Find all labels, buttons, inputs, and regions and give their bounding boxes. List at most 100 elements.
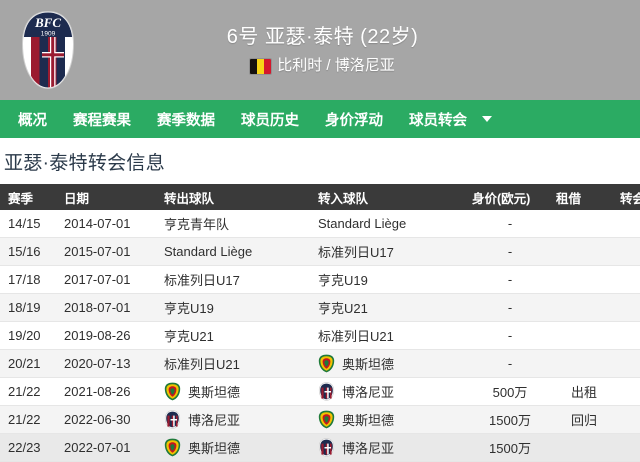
- oostende-crest-icon: [318, 410, 335, 429]
- cell-date: 2019-08-26: [60, 321, 160, 350]
- cell-to-club: 标准列日U21: [314, 321, 468, 350]
- club-name-label: 博洛尼亚: [188, 413, 241, 428]
- page-title: 6号 亚瑟·泰特 (22岁): [226, 25, 419, 48]
- cell-from-club: 奥斯坦德: [160, 377, 314, 406]
- cell-market-value: -: [468, 293, 552, 322]
- cell-to-club: 博洛尼亚: [314, 377, 468, 406]
- cell-loan: [552, 349, 616, 378]
- cell-market-value: -: [468, 265, 552, 294]
- cell-market-value: 1500万: [468, 405, 552, 434]
- cell-loan: 回归: [552, 405, 616, 434]
- column-header-market-value: 身价(欧元): [468, 184, 552, 210]
- player-nationality-club: 比利时 / 博洛尼亚: [95, 57, 550, 76]
- column-header-transfer-fee: 转会费(欧元): [616, 184, 640, 210]
- cell-season: 15/16: [0, 237, 60, 266]
- cell-loan: [552, 210, 616, 238]
- belgium-flag-icon: [250, 58, 272, 74]
- oostende-crest-icon: [164, 438, 181, 457]
- cell-to-club: 奥斯坦德: [314, 405, 468, 434]
- cell-season: 17/18: [0, 265, 60, 294]
- cell-to-club: 亨克U21: [314, 293, 468, 322]
- player-identity: 6号 亚瑟·泰特 (22岁) 比利时 / 博洛尼亚: [95, 25, 640, 76]
- cell-loan: [552, 237, 616, 266]
- cell-from-club: 标准列日U17: [160, 265, 314, 294]
- cell-market-value: 1500万: [468, 433, 552, 462]
- cell-market-value: -: [468, 321, 552, 350]
- cell-transfer-fee: -: [616, 237, 640, 266]
- cell-market-value: -: [468, 210, 552, 238]
- club-name-label: 奥斯坦德: [188, 441, 241, 456]
- cell-market-value: -: [468, 237, 552, 266]
- cell-season: 14/15: [0, 210, 60, 238]
- cell-season: 21/22: [0, 405, 60, 434]
- sidebar-item-overview[interactable]: 概况: [18, 112, 47, 129]
- column-header-loan: 租借: [552, 184, 616, 210]
- club-name-label: 博洛尼亚: [342, 441, 395, 456]
- cell-season: 19/20: [0, 321, 60, 350]
- column-header-to-club: 转入球队: [314, 184, 468, 210]
- cell-date: 2017-07-01: [60, 265, 160, 294]
- cell-date: 2018-07-01: [60, 293, 160, 322]
- cell-to-club: 奥斯坦德: [314, 349, 468, 378]
- cell-transfer-fee: 自由转会: [616, 321, 640, 350]
- chevron-down-icon[interactable]: [482, 116, 492, 122]
- cell-to-club: 标准列日U17: [314, 237, 468, 266]
- tab-season-stats[interactable]: 赛季数据: [157, 112, 215, 129]
- club-crest-wrapper: BFC 1909: [0, 0, 95, 100]
- cell-from-club: 亨克U19: [160, 293, 314, 322]
- svg-text:1909: 1909: [40, 31, 55, 38]
- tab-market-value[interactable]: 身价浮动: [325, 112, 383, 129]
- tab-fixtures-results[interactable]: 赛程赛果: [73, 112, 131, 129]
- cell-season: 21/22: [0, 377, 60, 406]
- cell-loan: [552, 321, 616, 350]
- transfers-table-head: 赛季 日期 转出球队 转入球队 身价(欧元) 租借 转会费(欧元): [0, 184, 640, 210]
- cell-to-club: 博洛尼亚: [314, 433, 468, 462]
- cell-from-club: 标准列日U21: [160, 349, 314, 378]
- bologna-fc-crest-icon: BFC 1909: [20, 11, 76, 89]
- cell-loan: 出租: [552, 377, 616, 406]
- cell-season: 20/21: [0, 349, 60, 378]
- cell-transfer-fee: 自由转会: [616, 210, 640, 238]
- primary-nav: 概况 赛程赛果 赛季数据 球员历史 身价浮动 球员转会: [0, 100, 640, 138]
- cell-transfer-fee: -: [616, 405, 640, 434]
- club-name-label: 奥斯坦德: [342, 357, 395, 372]
- bologna-crest-icon: [318, 438, 335, 457]
- cell-from-club: Standard Liège: [160, 237, 314, 266]
- cell-from-club: 亨克青年队: [160, 210, 314, 238]
- cell-from-club: 博洛尼亚: [160, 405, 314, 434]
- club-name-label: 博洛尼亚: [342, 385, 395, 400]
- cell-transfer-fee: 600万: [616, 433, 640, 462]
- cell-season: 22/23: [0, 433, 60, 462]
- cell-transfer-fee: -: [616, 293, 640, 322]
- cell-date: 2020-07-13: [60, 349, 160, 378]
- cell-market-value: 500万: [468, 377, 552, 406]
- table-header-row: 赛季 日期 转出球队 转入球队 身价(欧元) 租借 转会费(欧元): [0, 184, 640, 210]
- cell-date: 2022-06-30: [60, 405, 160, 434]
- tab-player-history[interactable]: 球员历史: [241, 112, 299, 129]
- cell-transfer-fee: 自由转会: [616, 349, 640, 378]
- nationality-club-label: 比利时 / 博洛尼亚: [277, 56, 395, 74]
- transfers-table: 赛季 日期 转出球队 转入球队 身价(欧元) 租借 转会费(欧元) 14/152…: [0, 184, 640, 462]
- cell-date: 2015-07-01: [60, 237, 160, 266]
- oostende-crest-icon: [164, 382, 181, 401]
- cell-transfer-fee: -: [616, 377, 640, 406]
- cell-to-club: Standard Liège: [314, 210, 468, 238]
- section-title: 亚瑟·泰特转会信息: [4, 153, 166, 174]
- tab-transfers[interactable]: 球员转会: [409, 112, 467, 129]
- column-header-season: 赛季: [0, 184, 60, 210]
- cell-loan: [552, 433, 616, 462]
- cell-season: 18/19: [0, 293, 60, 322]
- cell-from-club: 奥斯坦德: [160, 433, 314, 462]
- cell-loan: [552, 265, 616, 294]
- cell-transfer-fee: 自由转会: [616, 265, 640, 294]
